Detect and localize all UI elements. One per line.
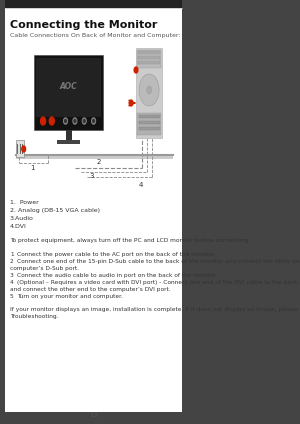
Circle shape	[83, 120, 85, 123]
Text: To protect equipment, always turn off the PC and LCD monitor before connecting.: To protect equipment, always turn off th…	[10, 238, 250, 243]
Bar	[138, 61, 160, 64]
Text: Connecting the Monitor: Connecting the Monitor	[10, 20, 158, 30]
Text: 4.DVI: 4.DVI	[10, 224, 27, 229]
Text: AOC: AOC	[60, 82, 77, 91]
Text: Cable Connections On Back of Monitor and Computer:: Cable Connections On Back of Monitor and…	[10, 33, 181, 38]
Circle shape	[92, 118, 95, 124]
Text: 3.Audio: 3.Audio	[10, 216, 34, 221]
Text: Connect one end of the 15-pin D-Sub cable to the back of the monitor and connect: Connect one end of the 15-pin D-Sub cabl…	[17, 259, 300, 264]
Bar	[57, 140, 80, 144]
Bar	[138, 51, 160, 54]
Bar	[137, 50, 161, 68]
Bar	[136, 48, 162, 138]
Text: (Optional – Requires a video card with DVI port) - Connect one end of the DVI ca: (Optional – Requires a video card with D…	[17, 280, 300, 285]
Bar	[137, 113, 161, 135]
Text: 2: 2	[97, 159, 101, 165]
Bar	[16, 140, 24, 157]
Circle shape	[49, 117, 54, 125]
Circle shape	[93, 120, 94, 123]
Text: 4: 4	[10, 280, 14, 285]
Text: 3: 3	[10, 273, 14, 278]
Text: 13: 13	[89, 412, 98, 418]
Circle shape	[64, 120, 67, 123]
Text: Turn on your monitor and computer.: Turn on your monitor and computer.	[17, 294, 123, 299]
Bar	[16, 155, 173, 159]
Text: computer’s D-Sub port.: computer’s D-Sub port.	[10, 266, 79, 271]
Bar	[139, 121, 160, 124]
Text: Connect the power cable to the AC port on the back of the monitor.: Connect the power cable to the AC port o…	[17, 252, 215, 257]
Text: and connect the other end to the computer’s DVI port.: and connect the other end to the compute…	[10, 287, 171, 292]
Text: 5: 5	[10, 294, 14, 299]
Text: 1.  Power: 1. Power	[10, 200, 39, 205]
Bar	[34, 55, 103, 130]
Circle shape	[74, 120, 76, 123]
Circle shape	[82, 118, 86, 124]
Text: 2. Analog (DB-15 VGA cable): 2. Analog (DB-15 VGA cable)	[10, 208, 100, 213]
Text: 1: 1	[31, 165, 35, 171]
Bar	[139, 127, 160, 130]
Bar	[5, 0, 182, 8]
Circle shape	[64, 118, 68, 124]
Circle shape	[134, 67, 138, 73]
Bar	[65, 130, 72, 140]
Bar	[36, 58, 101, 117]
Text: Troubleshooting.: Troubleshooting.	[10, 314, 58, 319]
Circle shape	[139, 74, 159, 106]
Circle shape	[73, 118, 77, 124]
Text: Connect the audio cable to audio in port on the back of the monitor.: Connect the audio cable to audio in port…	[17, 273, 218, 278]
Circle shape	[129, 100, 133, 106]
Text: 1: 1	[10, 252, 14, 257]
Text: If your monitor displays an image, installation is complete. If it does not disp: If your monitor displays an image, insta…	[10, 307, 300, 312]
Circle shape	[22, 146, 26, 152]
Text: 3: 3	[89, 173, 94, 179]
Bar	[138, 56, 160, 59]
Text: 4: 4	[139, 182, 143, 188]
Bar	[139, 115, 160, 118]
Text: 2: 2	[10, 259, 14, 264]
Circle shape	[40, 117, 46, 125]
Circle shape	[147, 86, 152, 94]
